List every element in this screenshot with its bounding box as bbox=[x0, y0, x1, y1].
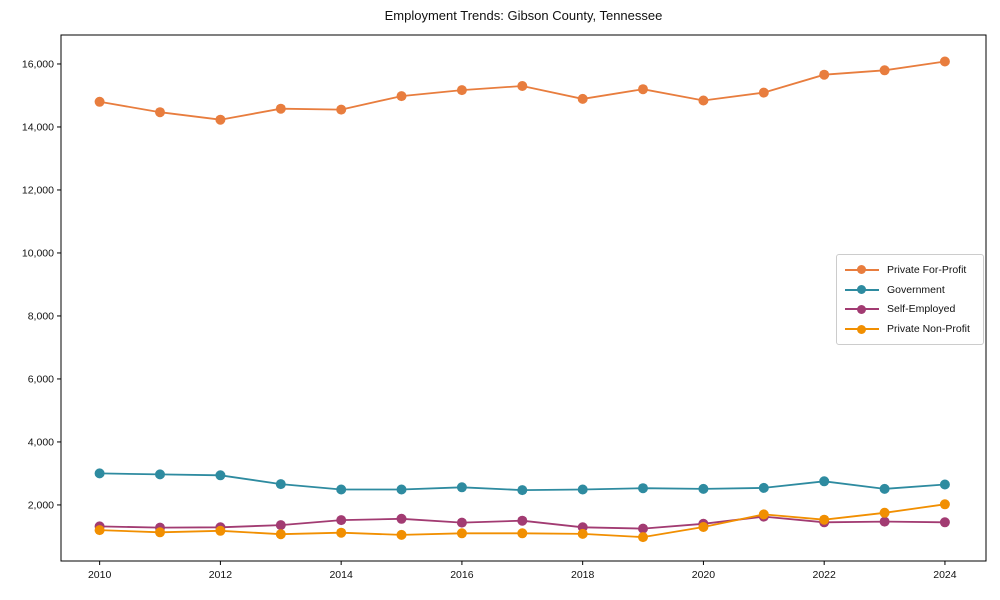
data-point bbox=[215, 525, 226, 536]
y-tick-label: 10,000 bbox=[22, 247, 54, 259]
x-tick-label: 2022 bbox=[813, 569, 837, 581]
data-point bbox=[456, 517, 467, 528]
data-point bbox=[396, 529, 407, 540]
legend-label: Private Non-Profit bbox=[887, 323, 970, 336]
data-point bbox=[638, 532, 648, 543]
x-tick-label: 2020 bbox=[692, 569, 716, 581]
data-point bbox=[879, 65, 890, 76]
data-point bbox=[879, 516, 890, 527]
x-tick-label: 2012 bbox=[209, 569, 233, 581]
data-point bbox=[396, 484, 407, 495]
data-point bbox=[336, 484, 347, 495]
data-point bbox=[577, 93, 588, 104]
legend-label: Private For-Profit bbox=[887, 263, 967, 276]
legend-item-private-for-profit: Private For-Profit bbox=[845, 260, 975, 280]
x-tick-label: 2024 bbox=[933, 569, 957, 581]
data-point bbox=[517, 81, 528, 91]
y-tick-label: 16,000 bbox=[22, 58, 54, 70]
data-point bbox=[456, 85, 467, 96]
y-tick-label: 8,000 bbox=[28, 310, 54, 322]
x-tick-label: 2016 bbox=[450, 569, 474, 581]
y-tick-label: 14,000 bbox=[22, 121, 54, 133]
line-dot-marker-icon bbox=[845, 304, 879, 314]
data-point bbox=[336, 104, 347, 115]
data-point bbox=[638, 523, 648, 534]
data-point bbox=[94, 468, 105, 479]
data-point bbox=[275, 520, 286, 531]
line-dot-marker-icon bbox=[845, 265, 879, 275]
data-point bbox=[939, 479, 950, 490]
line-dot-marker-icon bbox=[845, 285, 879, 295]
data-point bbox=[275, 103, 286, 114]
data-point bbox=[215, 470, 226, 481]
data-point bbox=[939, 499, 950, 510]
data-point bbox=[819, 69, 830, 80]
legend-item-self-employed: Self-Employed bbox=[845, 300, 975, 320]
data-point bbox=[577, 528, 588, 539]
line-dot-marker-icon bbox=[845, 324, 879, 334]
data-point bbox=[939, 56, 950, 67]
legend-item-government: Government bbox=[845, 280, 975, 300]
data-point bbox=[758, 482, 769, 493]
data-point bbox=[336, 515, 347, 526]
data-point bbox=[275, 529, 286, 540]
data-point bbox=[698, 522, 709, 532]
data-point bbox=[155, 107, 165, 118]
data-point bbox=[155, 527, 165, 538]
data-point bbox=[577, 484, 588, 495]
data-point bbox=[698, 483, 709, 494]
data-point bbox=[638, 84, 648, 95]
data-point bbox=[396, 91, 407, 102]
chart-title: Employment Trends: Gibson County, Tennes… bbox=[384, 8, 663, 23]
data-point bbox=[155, 469, 165, 480]
data-point bbox=[698, 95, 709, 106]
data-point bbox=[758, 509, 769, 520]
data-point bbox=[819, 514, 830, 525]
data-point bbox=[517, 515, 528, 526]
data-point bbox=[94, 96, 105, 107]
data-point bbox=[94, 525, 105, 536]
y-tick-label: 4,000 bbox=[28, 436, 54, 448]
axes-frame bbox=[60, 34, 987, 562]
legend: Private For-Profit Government Self-Emplo… bbox=[836, 254, 984, 345]
data-point bbox=[275, 479, 286, 490]
y-tick-label: 6,000 bbox=[28, 373, 54, 385]
data-point bbox=[336, 527, 347, 538]
x-tick-label: 2010 bbox=[88, 569, 112, 581]
data-point bbox=[456, 528, 467, 539]
legend-label: Government bbox=[887, 283, 945, 296]
data-point bbox=[517, 528, 528, 539]
legend-item-private-non-profit: Private Non-Profit bbox=[845, 319, 975, 339]
data-point bbox=[215, 114, 226, 125]
data-point bbox=[638, 483, 648, 494]
y-tick-label: 2,000 bbox=[28, 499, 54, 511]
data-point bbox=[396, 513, 407, 524]
data-point bbox=[758, 87, 769, 98]
data-point bbox=[819, 476, 830, 487]
x-tick-label: 2018 bbox=[571, 569, 595, 581]
data-point bbox=[879, 507, 890, 518]
data-point bbox=[879, 483, 890, 494]
data-point bbox=[517, 485, 528, 496]
y-tick-label: 12,000 bbox=[22, 184, 54, 196]
data-point bbox=[939, 517, 950, 528]
x-tick-label: 2014 bbox=[329, 569, 353, 581]
legend-label: Self-Employed bbox=[887, 303, 956, 316]
data-point bbox=[456, 482, 467, 493]
